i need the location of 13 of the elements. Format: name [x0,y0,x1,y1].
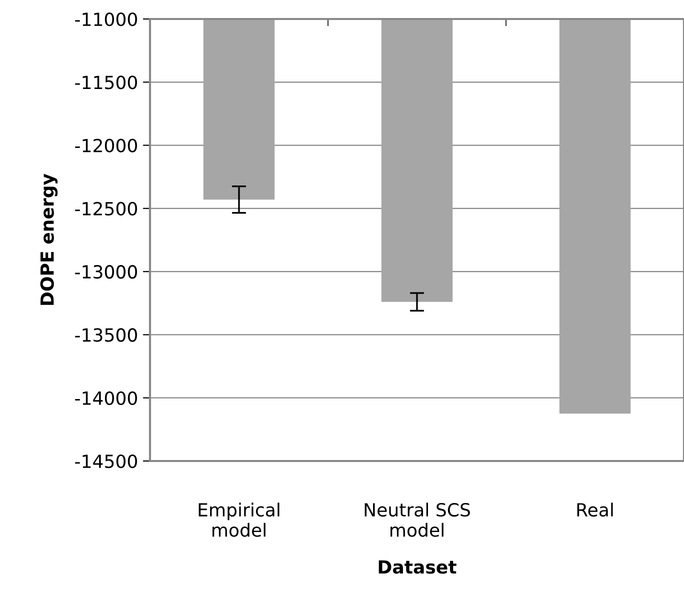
x-axis-title: Dataset [378,560,456,574]
y-tick-label: -11500 [75,76,137,90]
x-tick-label: Neutral SCS model [364,502,470,537]
y-tick-label: -12000 [75,138,137,152]
x-tick-label: Real [577,502,613,517]
y-tick-label: -14000 [75,391,137,405]
x-tick-label: Empirical model [198,502,280,537]
y-tick-label: -12500 [75,202,137,216]
y-tick-label: -13500 [75,328,137,342]
y-axis-title: DOPE energy [40,174,58,305]
y-tick-label: -11000 [75,12,137,26]
y-tick-label: -13000 [75,265,137,279]
y-tick-label: -14500 [75,454,137,468]
